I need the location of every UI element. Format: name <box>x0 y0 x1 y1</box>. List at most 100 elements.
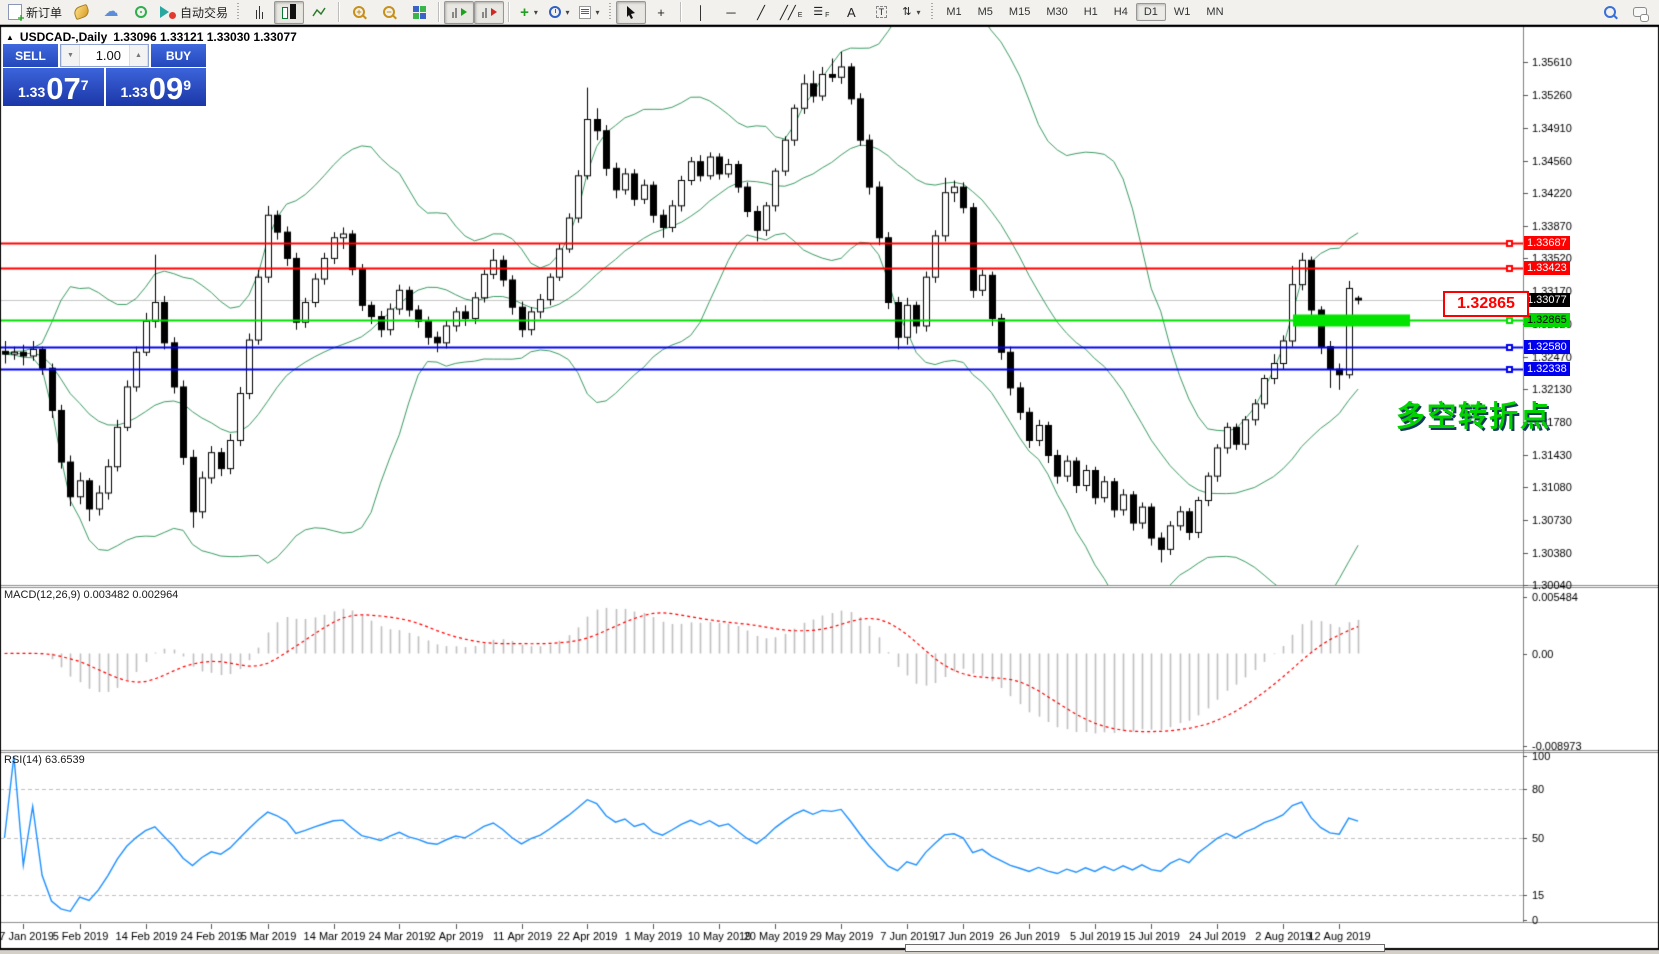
autotrading-button[interactable]: 自动交易 <box>156 1 232 24</box>
search-button[interactable] <box>1595 1 1625 24</box>
text-button[interactable]: A <box>836 1 866 24</box>
zoom-out-button[interactable]: − <box>374 1 404 24</box>
zoom-in-icon: + <box>353 6 366 18</box>
community-cloud-icon: ☁ <box>103 3 119 20</box>
support-level-badge: 1.32580 <box>1524 340 1570 354</box>
resistance-level-badge: 1.33423 <box>1524 261 1570 275</box>
sell-price-big-digits: 07 <box>46 71 81 106</box>
text-icon: A <box>847 4 856 20</box>
one-click-trading-panel: SELL ▼ 1.00 ▲ BUY 1.33 07 7 1.33 09 9 <box>3 44 206 106</box>
trendline-button[interactable]: ╱ <box>746 1 776 24</box>
tab-d1[interactable]: D1 <box>1135 3 1166 21</box>
text-label-button[interactable]: T <box>866 1 896 24</box>
market-button[interactable] <box>66 1 96 24</box>
text-label-icon: T <box>875 6 888 18</box>
volume-increase-button[interactable]: ▲ <box>129 45 148 66</box>
chat-button[interactable] <box>1625 1 1655 24</box>
fibonacci-button[interactable]: ☰ F <box>806 1 836 24</box>
signals-button[interactable] <box>126 1 156 24</box>
dropdown-arrow-icon: ▾ <box>916 7 921 17</box>
ohlc-values: 1.33096 1.33121 1.33030 1.33077 <box>113 30 297 44</box>
buy-price-pipette: 9 <box>183 77 192 93</box>
zoom-in-button[interactable]: + <box>344 1 374 24</box>
resistance-level-badge: 1.33687 <box>1524 236 1570 250</box>
dropdown-arrow-icon: ▾ <box>565 7 570 17</box>
tab-m15[interactable]: M15 <box>1008 6 1031 18</box>
chart-shift-icon <box>481 6 487 18</box>
rsi-value: 63.6539 <box>44 754 85 766</box>
tab-mn[interactable]: MN <box>1206 6 1224 18</box>
green-arrow-icon <box>460 8 467 16</box>
chart-title: ▲ USDCAD-,Daily 1.33096 1.33121 1.33030 … <box>6 30 297 44</box>
candlestick-chart-button[interactable] <box>274 0 305 24</box>
sell-button[interactable]: SELL <box>3 44 58 67</box>
tile-windows-icon <box>412 5 426 19</box>
vertical-line-button[interactable]: │ <box>686 1 716 24</box>
indicators-plus-icon: + <box>520 3 529 21</box>
dropdown-arrow-icon: ▾ <box>533 7 538 17</box>
toolbar-separator <box>438 2 441 22</box>
bar-chart-button[interactable] <box>244 1 274 24</box>
channel-e-label: E <box>797 12 803 19</box>
volume-stepper: ▼ 1.00 ▲ <box>60 44 149 67</box>
arrows-button[interactable]: ⇅ ▾ <box>896 1 926 24</box>
new-order-icon <box>8 4 22 20</box>
toolbar-separator <box>338 2 341 22</box>
support-level-badge: 1.32865 <box>1524 313 1570 327</box>
templates-icon <box>578 5 591 19</box>
toolbar-separator <box>680 2 683 22</box>
community-button[interactable]: ☁ <box>96 1 126 24</box>
periods-button[interactable]: ▾ <box>544 1 574 24</box>
toolbar-separator <box>508 2 511 22</box>
new-order-label: 新订单 <box>26 5 63 20</box>
tab-h1[interactable]: H1 <box>1083 6 1098 18</box>
zoom-out-icon: − <box>383 6 396 18</box>
volume-input[interactable]: 1.00 <box>95 48 121 63</box>
buy-price-big-digits: 09 <box>148 71 184 106</box>
tile-windows-button[interactable] <box>404 1 434 24</box>
buy-price[interactable]: 1.33 09 9 <box>105 68 206 106</box>
crosshair-icon: + <box>657 4 665 20</box>
crosshair-button[interactable]: + <box>646 1 676 24</box>
turning-point-annotation[interactable]: 多空转折点 <box>1396 401 1552 433</box>
autotrading-icon <box>160 6 170 18</box>
support-price-label[interactable]: 1.32865 <box>1443 291 1529 317</box>
new-order-button[interactable]: 新订单 <box>4 1 66 24</box>
dropdown-arrow-icon: ▾ <box>595 7 600 17</box>
candlestick-chart-icon <box>282 3 297 19</box>
vertical-line-icon: │ <box>696 4 706 20</box>
collapse-triangle-icon[interactable]: ▲ <box>6 32 14 42</box>
horizontal-scrollbar-thumb[interactable] <box>905 944 1385 952</box>
bar-chart-icon <box>255 5 263 19</box>
price-chart-canvas[interactable] <box>0 25 1659 954</box>
macd-values: 0.003482 0.002964 <box>83 589 179 601</box>
chat-icon <box>1633 7 1649 22</box>
tab-m5[interactable]: M5 <box>977 6 993 18</box>
templates-button[interactable]: ▾ <box>574 1 604 24</box>
sell-price-prefix: 1.33 <box>17 84 46 100</box>
tab-w1[interactable]: W1 <box>1173 6 1191 18</box>
horizontal-line-icon: ─ <box>726 4 736 20</box>
tab-m1[interactable]: M1 <box>946 6 962 18</box>
autotrading-label: 自动交易 <box>180 5 229 20</box>
line-chart-button[interactable] <box>304 1 334 24</box>
chart-shift-button[interactable] <box>474 0 505 24</box>
tab-m30[interactable]: M30 <box>1046 6 1068 18</box>
buy-button[interactable]: BUY <box>151 44 206 67</box>
macd-name: MACD(12,26,9) <box>4 589 81 601</box>
search-icon <box>1604 6 1616 18</box>
signals-icon <box>135 6 148 18</box>
cursor-button[interactable] <box>616 0 647 24</box>
tab-h4[interactable]: H4 <box>1113 6 1128 18</box>
indicators-button[interactable]: + ▾ <box>514 1 544 24</box>
horizontal-line-button[interactable]: ─ <box>716 1 746 24</box>
toolbar-grip <box>609 3 612 21</box>
sell-price-pipette: 7 <box>80 77 89 93</box>
auto-scroll-button[interactable] <box>444 0 475 24</box>
equidistant-channel-button[interactable]: ╱╱ E <box>776 1 806 24</box>
sell-price[interactable]: 1.33 07 7 <box>3 68 104 106</box>
volume-decrease-button[interactable]: ▼ <box>61 45 80 66</box>
auto-scroll-icon <box>451 6 457 18</box>
cursor-icon <box>627 6 636 19</box>
